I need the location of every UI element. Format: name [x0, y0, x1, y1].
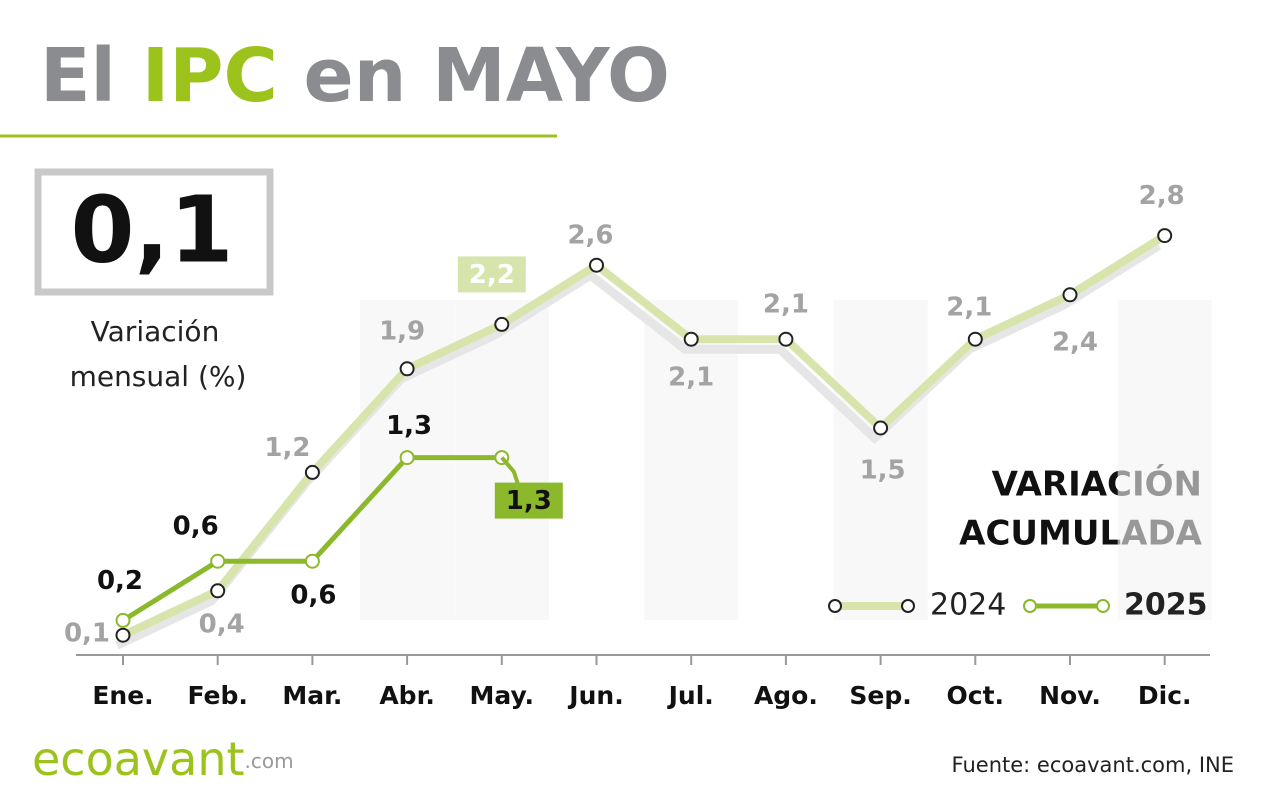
headline-box: [34, 168, 274, 296]
legend-point: [901, 599, 915, 613]
data-label: 1,3: [506, 486, 552, 516]
source: Fuente: ecoavant.com, INE: [952, 753, 1234, 777]
label-box: [457, 256, 526, 293]
x-tick-label: Jul.: [667, 681, 714, 710]
x-tick-label: Ago.: [754, 681, 818, 710]
point: [115, 612, 131, 628]
x-tick-label: Mar.: [282, 681, 342, 710]
label-box: [494, 482, 563, 519]
title-part: El: [40, 33, 116, 119]
data-label: 2,4: [1052, 327, 1098, 357]
x-tick-label: Dic.: [1138, 681, 1192, 710]
legend-point: [1096, 599, 1110, 613]
title-highlight: IPC: [142, 33, 278, 119]
data-label: 2,2: [469, 260, 515, 290]
x-tick-label: Jun.: [567, 681, 623, 710]
point: [873, 420, 889, 436]
point: [210, 583, 226, 599]
headline-value: 0,1: [71, 176, 234, 283]
point: [210, 553, 226, 569]
x-tick-label: Oct.: [947, 681, 1005, 710]
point: [967, 331, 983, 347]
data-label: 2,8: [1139, 181, 1185, 211]
point: [1062, 287, 1078, 303]
point: [683, 331, 699, 347]
brand: ecoavant.com: [32, 732, 294, 786]
connector: [500, 456, 521, 488]
data-label: 2,6: [567, 221, 613, 251]
data-label: 0,2: [97, 566, 143, 596]
data-label: 0,1: [64, 619, 110, 649]
x-tick-label: Ene.: [92, 681, 153, 710]
column-shade: [1117, 300, 1212, 620]
data-label: 2,1: [946, 293, 992, 323]
headline-caption: Variación: [91, 315, 220, 348]
column-shade: [833, 300, 928, 620]
point: [494, 316, 510, 332]
title-part: en MAYO: [304, 33, 670, 119]
legend-point: [828, 599, 842, 613]
headline-caption: mensual (%): [70, 360, 247, 393]
data-label: 1,2: [264, 433, 310, 463]
point: [1157, 228, 1173, 244]
x-tick-label: Sep.: [849, 681, 911, 710]
brand-suffix: .com: [245, 749, 294, 773]
data-label: 2,1: [763, 290, 809, 320]
brand-name: ecoavant: [32, 732, 245, 786]
data-label: 0,6: [173, 512, 219, 542]
point: [304, 464, 320, 480]
data-label: 0,6: [290, 581, 336, 611]
point: [778, 331, 794, 347]
data-label: 1,5: [860, 456, 906, 486]
x-tick-label: Abr.: [379, 681, 435, 710]
legend-label: 2024: [930, 588, 1006, 623]
data-label: 2,1: [668, 363, 714, 393]
data-label: 1,3: [386, 411, 432, 441]
x-tick-label: Nov.: [1039, 681, 1101, 710]
chart-title: El IPC en MAYO: [40, 33, 670, 119]
data-label: 0,4: [199, 609, 245, 639]
point: [399, 361, 415, 377]
point: [115, 627, 131, 643]
x-tick-label: May.: [470, 681, 534, 710]
series-line: [121, 232, 1167, 639]
point: [589, 257, 604, 273]
point: [399, 450, 415, 466]
x-tick-label: Feb.: [187, 681, 247, 710]
data-label: 1,9: [379, 316, 425, 346]
legend-point: [1023, 599, 1037, 613]
point: [304, 553, 320, 569]
legend-label: 2025: [1124, 588, 1208, 623]
